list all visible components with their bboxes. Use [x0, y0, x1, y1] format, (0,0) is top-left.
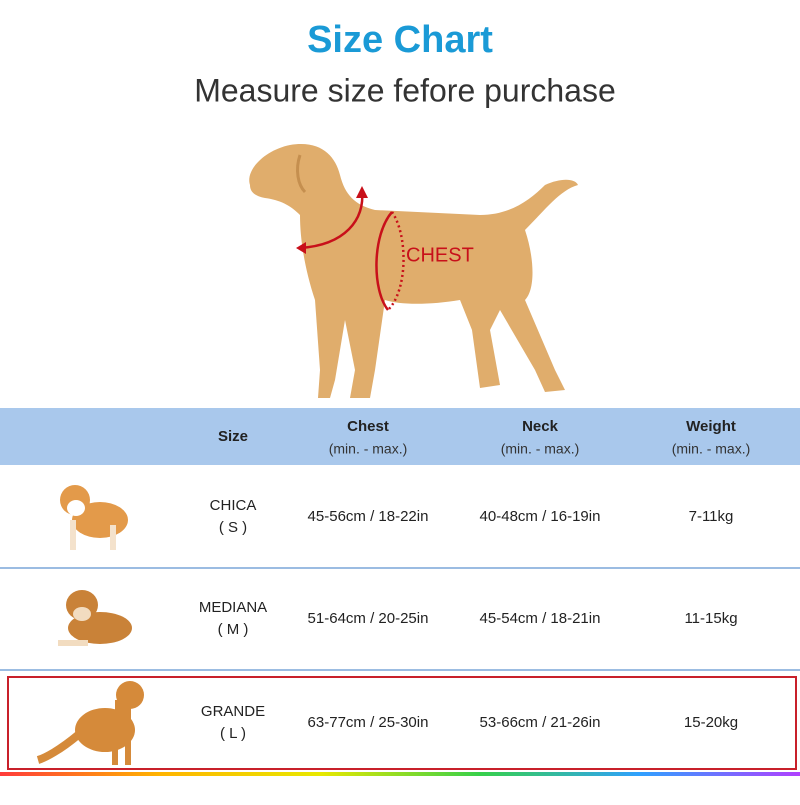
column-header: Neck	[522, 418, 559, 435]
size-code: ( M )	[218, 621, 249, 638]
dog-photo	[36, 681, 144, 765]
size-name: CHICA	[210, 497, 257, 514]
chest-cell: 63-77cm / 25-30in	[308, 714, 429, 731]
chest-cell: 51-64cm / 20-25in	[308, 610, 429, 627]
dog-photo	[60, 485, 128, 550]
chest-label: CHEST	[406, 244, 474, 266]
column-subheader: (min. - max.)	[672, 441, 751, 457]
size-code: ( S )	[219, 519, 247, 536]
neck-cell: 53-66cm / 21-26in	[480, 714, 601, 731]
neck-cell: 45-54cm / 18-21in	[480, 610, 601, 627]
column-header: Weight	[686, 418, 736, 435]
column-subheader: (min. - max.)	[329, 441, 408, 457]
size-name: GRANDE	[201, 703, 265, 720]
highlight-box	[7, 676, 797, 770]
size-code: ( L )	[220, 725, 246, 742]
rainbow-line	[0, 772, 800, 776]
subtitle: Measure size fefore purchase	[194, 72, 616, 108]
weight-cell: 11-15kg	[684, 610, 737, 627]
neck-cell: 40-48cm / 16-19in	[480, 508, 601, 525]
weight-cell: 15-20kg	[684, 714, 738, 731]
column-header: Chest	[347, 418, 389, 435]
dog-photo	[58, 590, 132, 646]
column-subheader: (min. - max.)	[501, 441, 580, 457]
table-header	[0, 408, 800, 465]
column-header: Size	[218, 428, 248, 445]
dog-diagram: CHEST	[249, 144, 578, 398]
title: Size Chart	[307, 19, 493, 61]
weight-cell: 7-11kg	[689, 508, 734, 525]
size-name: MEDIANA	[199, 599, 267, 616]
chest-cell: 45-56cm / 18-22in	[308, 508, 429, 525]
